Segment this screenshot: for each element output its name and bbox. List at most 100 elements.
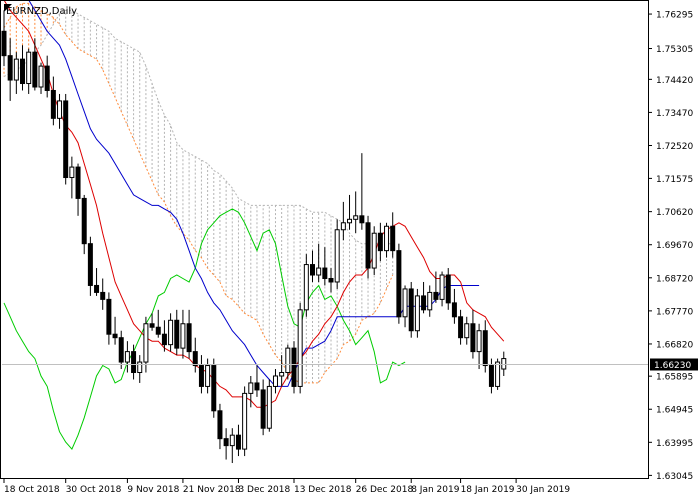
candle-body [322,267,328,279]
time-tick-label: 21 Nov 2018 [183,485,241,495]
candle-body [340,222,346,231]
candle-body [390,225,396,252]
candle-body [229,434,235,447]
candle-body [470,323,476,353]
candle-body [155,326,161,335]
candle-body [501,358,507,370]
candle-body [94,284,100,293]
candle-body [57,100,63,119]
candle-body [100,291,106,300]
candle-body [217,410,223,440]
candle-body [211,365,217,412]
price-axis: 1.76295 1.75305 1.74420 1.73470 1.72520 1.715… [648,11,693,482]
candle-body [353,215,359,220]
candle-body [242,392,248,450]
time-tick-label: 30 Oct 2018 [66,485,122,495]
price-tick-label: 1.76295 [656,11,693,21]
time-tick-label: 9 Nov 2018 [127,485,179,495]
price-tick-label: 1.70620 [656,208,693,218]
candle-body [458,316,464,339]
candle-body [266,385,272,429]
candle-body [402,288,408,318]
price-tick-label: 1.71575 [656,175,693,185]
time-tick-label: 18 Jan 2019 [461,485,515,495]
chikou-span [3,208,406,451]
price-tick-label: 1.69670 [656,241,693,251]
candle-body [495,361,501,387]
time-axis: 18 Oct 2018 30 Oct 2018 9 Nov 2018 21 Nov 2… [3,478,570,495]
tenkan-sen [3,0,505,408]
price-tag-label: 1.66230 [654,361,691,371]
price-tick-label: 1.75305 [656,45,693,55]
candle-body [377,232,383,252]
current-price-tag: 1.66230 [650,358,698,371]
candle-body [44,65,50,91]
candle-body [254,382,260,391]
candle-body [205,365,211,387]
candle-body [421,295,427,311]
candle-body [272,375,278,387]
time-tick-label: 26 Dec 2018 [356,485,414,495]
candle-body [445,274,451,304]
candle-body [75,166,81,199]
candle-body [334,229,340,283]
candle-body [427,291,433,311]
price-tick-label: 1.65895 [656,373,693,383]
candle-body [149,323,155,328]
candle-body [112,333,118,339]
candle-body [396,250,402,318]
candle-body [7,55,13,81]
title-arrow-icon [4,4,12,12]
candle-body [408,288,414,332]
price-tick-label: 1.72520 [656,142,693,152]
candle-body [279,372,285,377]
candle-body [439,274,445,300]
price-tick-label: 1.68720 [656,274,693,284]
candle-body [137,361,143,374]
price-tick-label: 1.73470 [656,109,693,119]
price-tick-label: 1.63045 [656,472,693,482]
candle-body [433,291,439,300]
time-tick-label: 18 Oct 2018 [4,485,60,495]
candle-body [63,100,69,179]
price-tick-label: 1.63995 [656,439,693,449]
candle-body [198,365,204,387]
candle-body [297,309,303,387]
candle-body [384,225,390,252]
candle-body [168,319,174,346]
candle-body [131,351,137,374]
price-tick-label: 1.66820 [656,340,693,350]
time-tick-label: 30 Jan 2019 [516,485,570,495]
candle-body [38,65,44,88]
candle-body [328,277,334,283]
candle-body [20,58,26,85]
candle-body [285,347,291,374]
candle-body [291,347,297,387]
price-tag-background [650,358,698,371]
candle-body [174,319,180,349]
candle-body [347,218,353,224]
price-tick-label: 1.67770 [656,307,693,317]
candle-body [106,298,112,335]
candle-body [260,389,266,429]
candles [1,10,507,464]
candle-body [310,264,315,276]
candle-body [365,222,371,269]
candle-body [50,89,56,119]
candle-body [371,232,377,269]
candle-body [81,197,87,245]
candle-body [359,215,365,224]
candle-body [414,295,420,332]
candle-body [13,58,19,81]
candle-body [451,302,457,318]
time-tick-label: 3 Dec 2018 [238,485,290,495]
candle-body [476,330,482,353]
candle-body [488,365,494,387]
candle-body [186,323,192,353]
candle-body [192,351,198,367]
price-tick-label: 1.64945 [656,406,693,416]
candle-body [180,323,186,349]
candle-body [32,51,38,88]
candle-body [303,264,309,311]
